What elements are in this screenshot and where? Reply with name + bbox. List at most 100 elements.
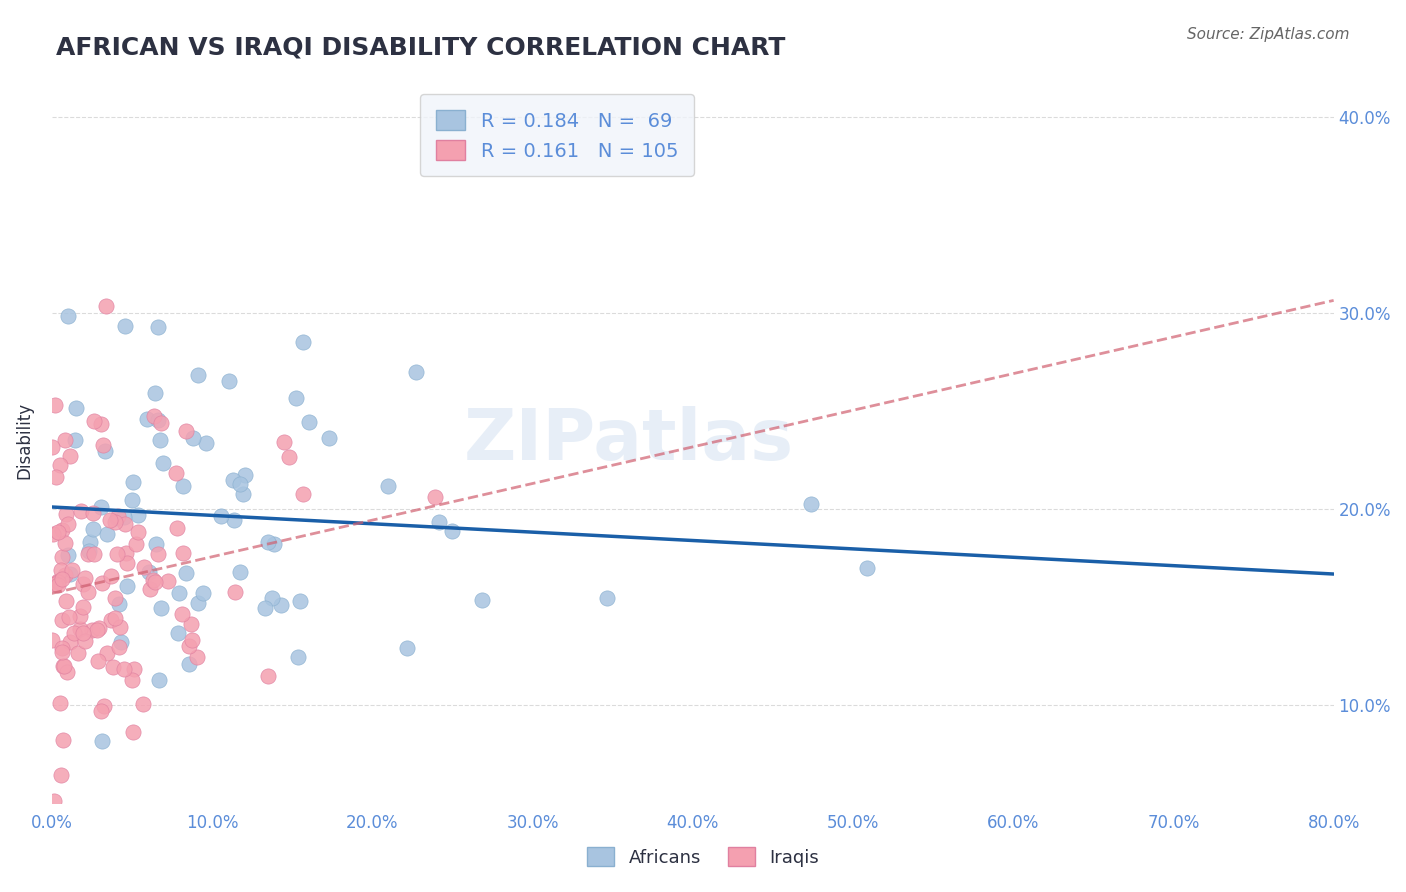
Point [179,640,201,654]
Point [65,401,87,415]
Point [49,563,72,577]
Point [105,547,128,561]
Point [65,433,87,447]
Point [256,534,278,549]
Point [69,608,91,623]
Point [115,545,138,559]
Point [66,646,89,660]
Point [55,594,77,608]
Point [139,582,162,597]
Point [148,413,170,427]
Point [233,467,256,482]
Point [114,517,136,532]
Point [93,438,115,452]
Point [166,626,188,640]
Point [93,698,115,713]
Point [96,646,118,660]
Point [298,415,321,429]
Point [291,334,314,349]
Point [46,578,69,592]
Point [90,500,112,515]
Point [51,523,73,537]
Text: Source: ZipAtlas.com: Source: ZipAtlas.com [1187,27,1350,42]
Point [59,635,82,649]
Point [83,547,105,561]
Point [273,434,295,449]
Point [181,632,204,647]
Point [209,508,232,523]
Point [187,368,209,382]
Point [53,536,76,550]
Point [145,536,167,550]
Point [471,593,494,607]
Point [172,607,194,622]
Point [75,634,97,648]
Point [142,573,165,587]
Point [180,616,202,631]
Point [41,632,63,647]
Point [104,591,127,605]
Point [194,436,217,450]
Point [96,526,118,541]
Point [59,567,82,582]
Point [142,409,165,424]
Point [51,549,73,564]
Point [143,385,166,400]
Point [94,299,117,313]
Point [46,575,69,590]
Point [82,624,104,638]
Point [229,476,252,491]
Point [405,365,427,379]
Text: ZIPatlas: ZIPatlas [464,406,793,475]
Point [72,599,94,614]
Point [157,574,180,588]
Point [166,521,188,535]
Point [87,655,110,669]
Point [58,610,80,624]
Point [90,575,112,590]
Point [117,556,139,570]
Point [377,479,399,493]
Point [89,621,111,635]
Point [149,433,172,447]
Point [105,511,128,525]
Point [107,640,129,654]
Point [69,622,91,636]
Point [112,509,135,524]
Text: AFRICAN VS IRAQI DISABILITY CORRELATION CHART: AFRICAN VS IRAQI DISABILITY CORRELATION … [56,36,786,60]
Point [287,650,309,665]
Point [136,412,159,426]
Point [148,673,170,687]
Point [51,614,73,628]
Point [143,575,166,590]
Point [177,657,200,672]
Point [108,620,131,634]
Point [53,658,76,673]
Point [90,704,112,718]
Point [56,665,79,680]
Point [52,733,75,747]
Point [172,479,194,493]
Point [395,641,418,656]
Point [288,593,311,607]
Point [104,515,127,529]
Point [60,563,83,577]
Point [51,645,73,659]
Point [186,650,208,665]
Point [800,497,823,511]
Point [101,660,124,674]
Point [49,458,72,472]
Point [224,513,246,527]
Point [166,467,188,481]
Point [132,559,155,574]
Point [77,543,100,558]
Point [285,391,308,405]
Point [107,508,129,523]
Point [425,490,447,504]
Legend: Africans, Iraqis: Africans, Iraqis [579,840,827,874]
Point [44,398,66,412]
Point [53,568,76,582]
Point [260,591,283,605]
Point [121,493,143,508]
Point [44,577,66,591]
